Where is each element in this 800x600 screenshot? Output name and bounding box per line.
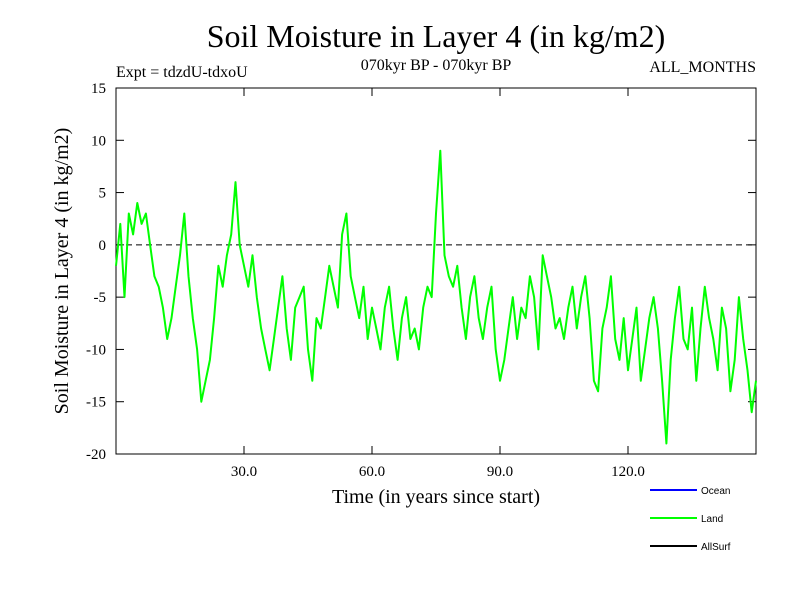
legend-label-land: Land (701, 514, 723, 525)
x-tick-label: 60.0 (359, 464, 385, 480)
y-tick-label: -20 (86, 447, 106, 463)
y-tick-label: 10 (91, 133, 106, 149)
legend-label-allsurf: AllSurf (701, 542, 731, 553)
y-tick-label: 15 (91, 81, 106, 97)
legend-label-ocean: Ocean (701, 486, 730, 497)
x-axis: 30.0 60.0 90.0 120.0 (231, 88, 645, 480)
experiment-label: Expt = tdzdU-tdxoU (116, 64, 248, 81)
x-tick-label: 120.0 (611, 464, 645, 480)
y-tick-label: 0 (99, 238, 107, 254)
y-axis: 15 10 5 0 -5 -10 -15 -20 (86, 81, 756, 463)
period-label: ALL_MONTHS (649, 59, 756, 76)
x-tick-label: 30.0 (231, 464, 257, 480)
legend-item-allsurf: AllSurf (650, 542, 731, 553)
x-axis-label: Time (in years since start) (332, 486, 540, 508)
chart-title: Soil Moisture in Layer 4 (in kg/m2) (207, 18, 666, 54)
y-tick-label: 5 (99, 186, 107, 202)
legend: Ocean Land AllSurf (650, 486, 731, 553)
series-line-land (115, 149, 757, 445)
y-axis-label: Soil Moisture in Layer 4 (in kg/m2) (51, 128, 73, 415)
plot-area (115, 87, 757, 455)
chart-subtitle: 070kyr BP - 070kyr BP (361, 57, 512, 74)
legend-item-ocean: Ocean (650, 486, 730, 497)
y-tick-label: -5 (94, 290, 107, 306)
x-tick-label: 90.0 (487, 464, 513, 480)
legend-item-land: Land (650, 514, 723, 525)
y-tick-label: -10 (86, 342, 106, 358)
y-tick-label: -15 (86, 395, 106, 411)
